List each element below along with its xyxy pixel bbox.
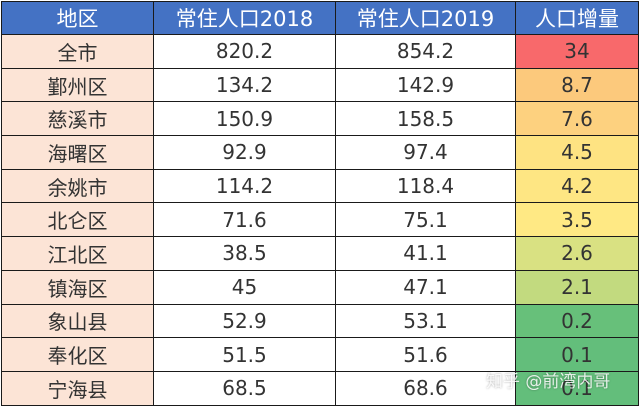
pop-2018-cell: 92.9 bbox=[153, 135, 336, 170]
region-cell: 慈溪市 bbox=[1, 101, 154, 137]
region-cell: 鄞州区 bbox=[1, 67, 154, 103]
pop-2019-cell: 118.4 bbox=[335, 168, 516, 204]
increase-cell: 3.5 bbox=[515, 202, 639, 238]
region-cell: 镇海区 bbox=[1, 269, 154, 305]
table-row: 象山县 52.9 53.1 0.2 bbox=[1, 303, 639, 339]
header-pop-2019: 常住人口2019 bbox=[335, 1, 516, 35]
region-cell: 海曙区 bbox=[1, 135, 154, 170]
pop-2018-cell: 38.5 bbox=[153, 236, 336, 271]
pop-2018-cell: 45 bbox=[153, 269, 336, 305]
table-row: 奉化区 51.5 51.6 0.1 bbox=[1, 337, 639, 372]
increase-cell: 0.2 bbox=[515, 303, 639, 339]
region-cell: 江北区 bbox=[1, 236, 154, 271]
region-cell: 余姚市 bbox=[1, 168, 154, 204]
pop-2018-cell: 68.5 bbox=[153, 370, 336, 406]
table-row: 北仑区 71.6 75.1 3.5 bbox=[1, 202, 639, 238]
increase-cell: 8.7 bbox=[515, 67, 639, 103]
pop-2019-cell: 142.9 bbox=[335, 67, 516, 103]
header-increase: 人口增量 bbox=[515, 1, 639, 35]
table-row: 宁海县 68.5 68.6 0.1 bbox=[1, 370, 639, 406]
pop-2018-cell: 71.6 bbox=[153, 202, 336, 238]
pop-2018-cell: 51.5 bbox=[153, 337, 336, 372]
increase-cell: 0.1 bbox=[515, 337, 639, 372]
table-row: 海曙区 92.9 97.4 4.5 bbox=[1, 135, 639, 170]
table-row: 余姚市 114.2 118.4 4.2 bbox=[1, 168, 639, 204]
table-row: 全市 820.2 854.2 34 bbox=[1, 34, 639, 69]
pop-2018-cell: 114.2 bbox=[153, 168, 336, 204]
increase-cell: 7.6 bbox=[515, 101, 639, 137]
pop-2018-cell: 134.2 bbox=[153, 67, 336, 103]
pop-2019-cell: 47.1 bbox=[335, 269, 516, 305]
pop-2019-cell: 97.4 bbox=[335, 135, 516, 170]
increase-cell: 4.5 bbox=[515, 135, 639, 170]
pop-2019-cell: 75.1 bbox=[335, 202, 516, 238]
increase-cell: 0.1 bbox=[515, 370, 639, 406]
table-row: 鄞州区 134.2 142.9 8.7 bbox=[1, 67, 639, 103]
increase-cell: 2.6 bbox=[515, 236, 639, 271]
header-region: 地区 bbox=[1, 1, 154, 35]
region-cell: 奉化区 bbox=[1, 337, 154, 372]
increase-cell: 4.2 bbox=[515, 168, 639, 204]
pop-2018-cell: 820.2 bbox=[153, 34, 336, 69]
region-cell: 北仑区 bbox=[1, 202, 154, 238]
region-cell: 宁海县 bbox=[1, 370, 154, 406]
pop-2019-cell: 53.1 bbox=[335, 303, 516, 339]
table-row: 慈溪市 150.9 158.5 7.6 bbox=[1, 101, 639, 137]
pop-2019-cell: 158.5 bbox=[335, 101, 516, 137]
pop-2019-cell: 854.2 bbox=[335, 34, 516, 69]
pop-2018-cell: 150.9 bbox=[153, 101, 336, 137]
watermark: 知乎 @前湾内哥 bbox=[486, 372, 611, 392]
table-row: 江北区 38.5 41.1 2.6 bbox=[1, 236, 639, 271]
pop-2019-cell: 41.1 bbox=[335, 236, 516, 271]
region-cell: 象山县 bbox=[1, 303, 154, 339]
table-row: 镇海区 45 47.1 2.1 bbox=[1, 269, 639, 305]
increase-cell: 2.1 bbox=[515, 269, 639, 305]
region-cell: 全市 bbox=[1, 34, 154, 69]
pop-2019-cell: 68.6 bbox=[335, 370, 516, 406]
pop-2018-cell: 52.9 bbox=[153, 303, 336, 339]
increase-cell: 34 bbox=[515, 34, 639, 69]
header-row: 地区 常住人口2018 常住人口2019 人口增量 bbox=[1, 1, 639, 35]
header-pop-2018: 常住人口2018 bbox=[153, 1, 336, 35]
